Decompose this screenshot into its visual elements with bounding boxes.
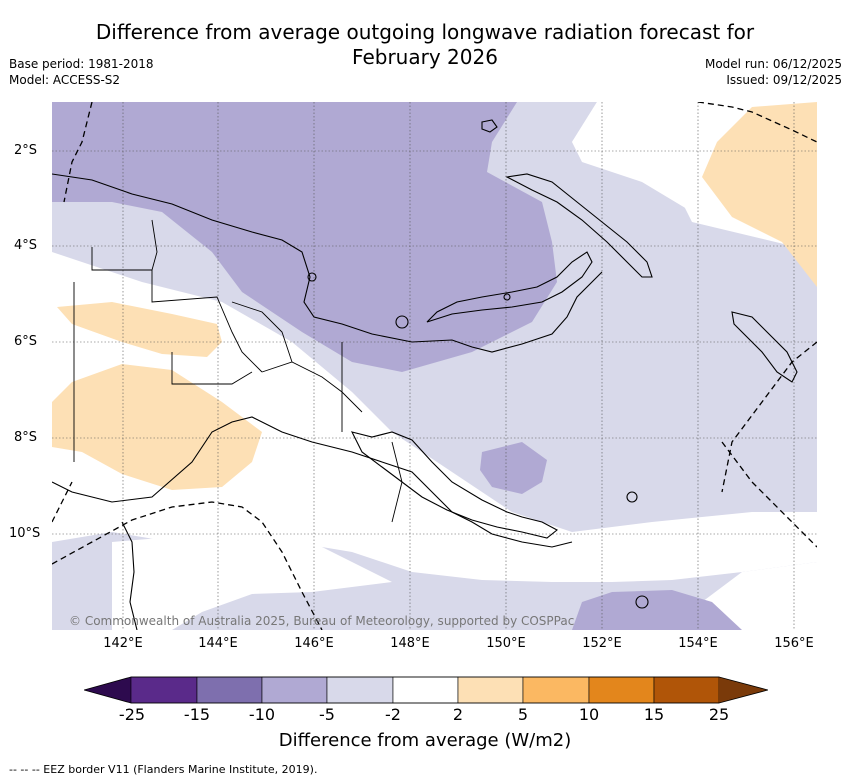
lat-label-2s: 2°S (14, 143, 38, 158)
base-period-label: Base period: 1981-2018 (9, 57, 154, 71)
anomaly-region-medium-lavender-south (572, 590, 742, 630)
coastline-papuan-peninsula (350, 431, 558, 539)
colorbar-extend-below (84, 677, 131, 703)
anomaly-region-medium-lavender-north (52, 102, 557, 372)
boundary-east-sepik (151, 270, 263, 373)
copyright-notice: © Commonwealth of Australia 2025, Bureau… (69, 614, 575, 628)
eez-borders (52, 102, 817, 630)
colorbar-segment-5 (392, 676, 459, 704)
colorbar-tick-2: 2 (452, 705, 464, 724)
island-small-2 (503, 293, 511, 301)
colorbar-tick-minus15: -15 (183, 705, 211, 724)
colorbar-segment-7 (522, 676, 590, 704)
colorbar-title: Difference from average (W/m2) (278, 730, 572, 751)
lon-label-144e: 144°E (198, 636, 238, 651)
anomaly-region-neutral-east (572, 102, 742, 212)
boundary-western-highlands (171, 352, 253, 385)
issued-label: Issued: 09/12/2025 (726, 73, 842, 87)
anomaly-region-medium-lavender-patch (480, 442, 547, 494)
lat-label-8s: 8°S (14, 430, 38, 445)
map-panel (52, 102, 817, 630)
anomaly-region-peach-northeast (702, 102, 817, 287)
admin-boundaries (73, 219, 403, 523)
lon-label-142e: 142°E (103, 636, 143, 651)
coastline-new-guinea-north (52, 173, 603, 353)
island-small-3 (626, 491, 638, 503)
lat-label-4s: 4°S (14, 238, 38, 253)
colorbar-tick-5: 5 (517, 705, 529, 724)
colorbar-segment-2 (196, 676, 263, 704)
lat-label-6s: 6°S (14, 334, 38, 349)
lon-label-152e: 152°E (582, 636, 622, 651)
colorbar-segment-3 (261, 676, 328, 704)
eez-footnote: -- -- -- EEZ border V11 (Flanders Marine… (9, 763, 318, 776)
lon-label-156e: 156°E (774, 636, 814, 651)
colorbar-segment-1 (130, 676, 198, 704)
colorbar-tick-25: 25 (708, 705, 730, 724)
colorbar-segment-4 (326, 676, 394, 704)
eez-border-solomon (721, 341, 817, 493)
map-title: Difference from average outgoing longwav… (0, 20, 850, 70)
lon-label-150e: 150°E (486, 636, 526, 651)
title-line-1: Difference from average outgoing longwav… (95, 20, 755, 44)
lat-label-10s: 10°S (9, 526, 41, 541)
colorbar-segment-9 (653, 676, 720, 704)
anomaly-region-peach-west (52, 364, 262, 490)
colorbar-tick-10: 10 (578, 705, 600, 724)
boundary-central (391, 441, 403, 523)
colorbar-outline (84, 676, 768, 704)
colorbar (84, 676, 768, 704)
colorbar-tick-minus5: -5 (319, 705, 335, 724)
model-label: Model: ACCESS-S2 (9, 73, 121, 87)
coastline-manus (481, 119, 498, 133)
lon-label-146e: 146°E (294, 636, 334, 651)
island-rossel (635, 595, 649, 609)
coastline (52, 119, 798, 630)
colorbar-extend-above (719, 677, 768, 703)
colorbar-tick-minus25: -25 (118, 705, 146, 724)
eez-border-west-south (52, 481, 73, 523)
coastline-new-ireland (505, 173, 653, 278)
title-line-2: February 2026 (352, 45, 498, 69)
island-small-1 (307, 272, 317, 282)
graticule (52, 102, 817, 630)
eez-border-southeast (721, 441, 817, 548)
island-karkar (395, 315, 409, 329)
eez-border-east-north (697, 102, 817, 143)
boundary-enga (231, 301, 293, 363)
model-run-label: Model run: 06/12/2025 (704, 57, 842, 71)
anomaly-region-neutral (52, 252, 817, 582)
meta-right: Model run: 06/12/2025 Issued: 09/12/2025 (705, 56, 842, 88)
coastline-new-guinea-south (52, 416, 573, 548)
anomaly-region-neutral-south (112, 532, 392, 630)
coastline-cape-york (121, 521, 138, 630)
coastline-bougainville (731, 311, 798, 383)
boundary-gulf (261, 361, 363, 413)
lon-label-154e: 154°E (678, 636, 718, 651)
eez-border-west-north (63, 102, 93, 203)
colorbar-tick-minus10: -10 (248, 705, 276, 724)
coastline-new-britain (426, 251, 593, 323)
colorbar-tick-minus2: -2 (385, 705, 401, 724)
colorbar-segment-8 (588, 676, 655, 704)
meta-left: Base period: 1981-2018 Model: ACCESS-S2 (9, 56, 154, 88)
anomaly-region-peach-west-small (57, 302, 222, 357)
lon-label-148e: 148°E (390, 636, 430, 651)
colorbar-segment-6 (457, 676, 524, 704)
colorbar-tick-15: 15 (643, 705, 665, 724)
